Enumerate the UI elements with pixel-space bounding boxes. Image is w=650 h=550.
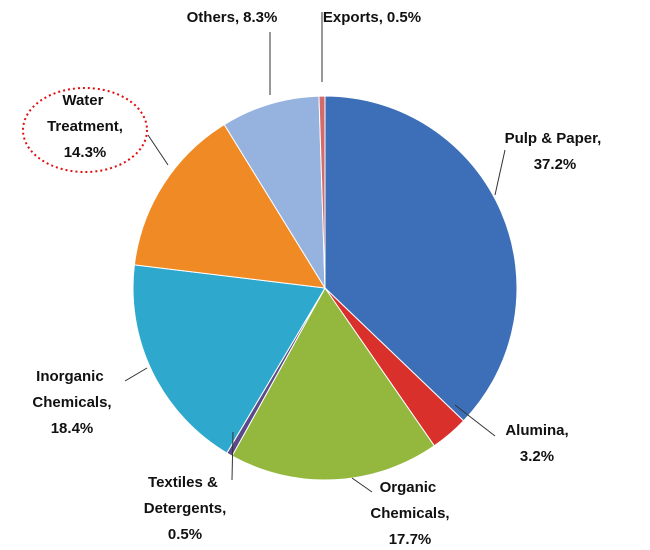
leader-line (454, 404, 496, 437)
category-label: Organic Chemicals, (370, 479, 449, 522)
pie-slice (324, 95, 518, 422)
value-label: 8.3% (243, 9, 277, 26)
pie-slice (318, 95, 326, 289)
leader-line (147, 134, 169, 166)
slice-label: Organic Chemicals, 17.7% (370, 479, 449, 548)
value-label: 14.3% (64, 144, 107, 161)
value-label: 0.5% (168, 526, 202, 543)
category-label: Pulp & Paper, (505, 130, 606, 147)
category-label: Water Treatment, (47, 92, 123, 135)
value-label: 37.2% (534, 156, 577, 173)
slice-label: Textiles & Detergents, 0.5% (144, 474, 227, 543)
value-label: 0.5% (387, 9, 421, 26)
pie-slice (223, 95, 326, 290)
pie-slice (132, 264, 326, 454)
slice-label: Pulp & Paper, 37.2% (505, 130, 606, 173)
category-label: Alumina, (505, 422, 568, 439)
category-label: Exports, (323, 9, 383, 26)
value-label: 17.7% (389, 531, 432, 548)
category-label: Others, (187, 9, 240, 26)
slice-label: Exports, 0.5% (323, 9, 421, 26)
value-label: 18.4% (51, 420, 94, 437)
leader-line (124, 367, 148, 382)
slice-label: Water Treatment, 14.3% (47, 92, 123, 161)
value-label: 3.2% (520, 448, 554, 465)
category-label: Textiles & Detergents, (144, 474, 227, 517)
category-label: Inorganic Chemicals, (32, 368, 111, 411)
slice-label: Inorganic Chemicals, 18.4% (32, 368, 111, 437)
slice-label: Alumina, 3.2% (505, 422, 568, 465)
leader-line (494, 149, 506, 196)
leader-line (231, 431, 234, 481)
slice-label: Others, 8.3% (187, 9, 278, 26)
highlight-ellipse (22, 87, 148, 173)
leader-line (351, 477, 373, 493)
pie-slice (133, 123, 326, 289)
pie-slice (231, 287, 436, 481)
